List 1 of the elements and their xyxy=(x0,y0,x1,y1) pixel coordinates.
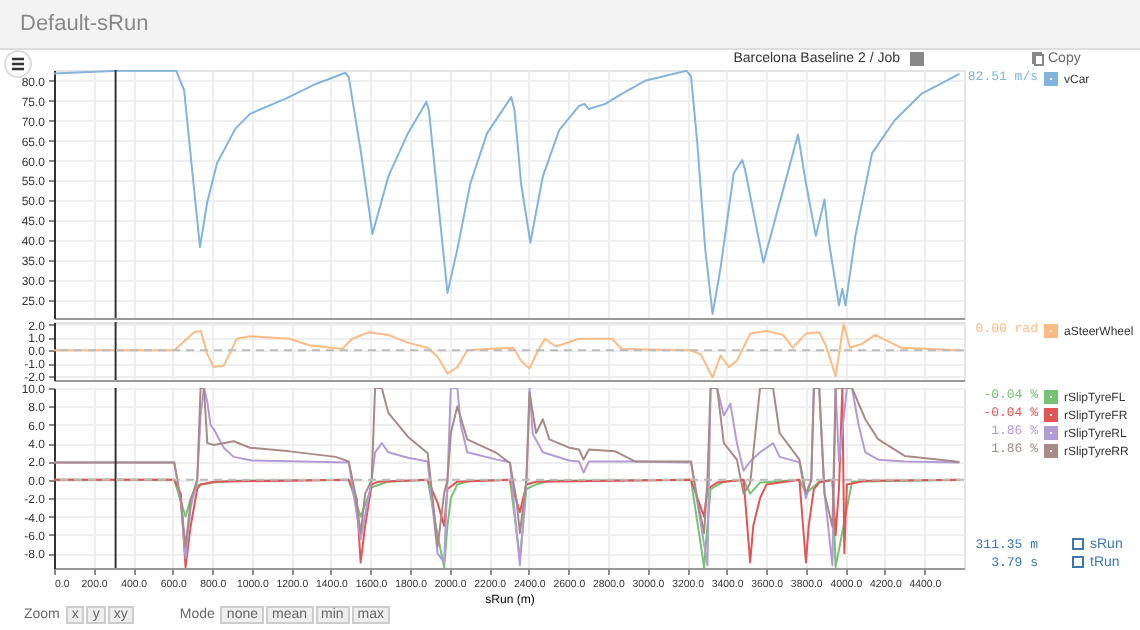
chart-subtitle: Default-sRun xyxy=(20,12,149,36)
